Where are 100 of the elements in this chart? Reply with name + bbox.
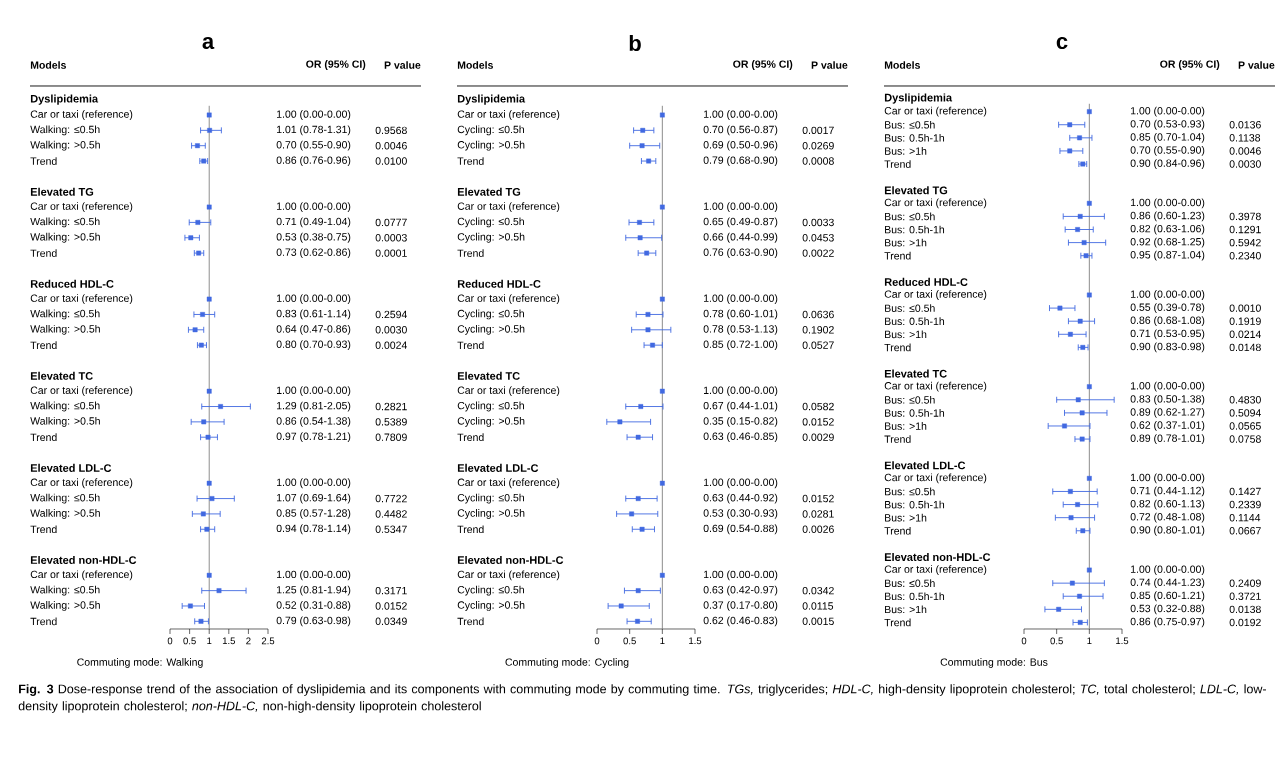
data-label: 0.83 (0.50-1.38) — [1130, 394, 1205, 405]
text: 0.0342 — [802, 586, 834, 595]
text: 0.0582 — [802, 402, 834, 411]
y-tick-label: Bus: 0.5h-1h — [885, 500, 945, 509]
data-label: 0.73 (0.62-0.86) — [276, 248, 351, 258]
text: 0.0136 — [1229, 121, 1261, 129]
data-label: 0.70 (0.53-0.93) — [1130, 119, 1205, 130]
y-tick-label: Walking: ≤0.5h — [30, 309, 100, 320]
data-label: 1.00 (0.00-0.00) — [1131, 198, 1205, 209]
text: 0.2594 — [375, 310, 407, 319]
y-tick-label: Walking: >0.5h — [30, 416, 100, 427]
y-tick-label: Trend — [884, 343, 911, 352]
text: 0.7722 — [375, 494, 407, 503]
y-tick-label: Trend — [30, 525, 57, 534]
text: 0.0046 — [1229, 147, 1261, 155]
text: 0.0281 — [802, 510, 834, 518]
y-tick-label: Trend — [884, 160, 911, 168]
data-label: 0.53 (0.38-0.75) — [276, 232, 351, 243]
y-tick-label: Trend — [30, 157, 57, 165]
y-tick-label: Cycling: >0.5h — [457, 509, 525, 519]
text: OR (95% CI) — [733, 60, 793, 70]
y-tick-label: Elevated non-HDL-C — [457, 555, 564, 564]
y-tick-label: Walking: ≤0.5h — [30, 493, 100, 504]
y-tick-label: Trend — [884, 526, 911, 535]
data-label: 0.85 (0.57-1.28) — [276, 509, 351, 519]
text: OR (95% CI) — [1160, 60, 1220, 70]
data-label: 0.83 (0.61-1.14) — [276, 309, 351, 320]
text: 0.0453 — [802, 234, 834, 242]
text: 0.4482 — [375, 510, 407, 518]
data-label: 0.97 (0.78-1.21) — [276, 432, 351, 443]
text: 0.0152 — [802, 418, 834, 426]
y-tick-label: Cycling: >0.5h — [457, 324, 525, 335]
text: 0.2339 — [1229, 500, 1261, 509]
data-label: 1.00 (0.00-0.00) — [704, 202, 778, 212]
text: 0.0030 — [375, 326, 407, 334]
y-tick-label: Car or taxi (reference) — [457, 202, 560, 212]
y-tick-label: Elevated TC — [457, 371, 520, 380]
text: 0.3721 — [1229, 592, 1261, 600]
y-tick-label: Trend — [30, 433, 57, 442]
y-tick-label: Bus: 0.5h-1h — [885, 409, 945, 417]
data-label: 0.89 (0.78-1.01) — [1130, 434, 1205, 444]
data-label: 0.86 (0.75-0.97) — [1130, 617, 1205, 628]
text: 0.0758 — [1229, 435, 1261, 443]
text: 0.1427 — [1229, 487, 1261, 496]
data-label: 1.00 (0.00-0.00) — [277, 110, 351, 120]
y-tick-label: Bus: 0.5h-1h — [885, 225, 945, 234]
y-tick-label: Bus: >1h — [885, 422, 927, 430]
x-tick-label: 0 — [1021, 637, 1027, 645]
data-label: 0.70 (0.55-0.90) — [276, 140, 351, 151]
text: 0.0030 — [1229, 160, 1261, 168]
data-label: 1.00 (0.00-0.00) — [1131, 565, 1205, 575]
y-tick-label: Cycling: ≤0.5h — [457, 493, 524, 504]
text: Models — [457, 61, 493, 69]
y-tick-label: Elevated LDL-C — [457, 463, 539, 472]
y-tick-label: Walking: ≤0.5h — [30, 401, 100, 412]
data-label: 0.37 (0.17-0.80) — [703, 601, 778, 611]
y-tick-label: Reduced HDL-C — [457, 279, 541, 288]
text: 0.0033 — [802, 218, 834, 227]
data-label: 0.53 (0.32-0.88) — [1130, 604, 1205, 615]
y-tick-label: Walking: >0.5h — [30, 140, 100, 151]
data-label: 0.53 (0.30-0.93) — [703, 509, 778, 519]
text: 0.5942 — [1229, 238, 1261, 247]
x-tick-label: 1.5 — [222, 637, 236, 645]
data-label: 0.82 (0.60-1.13) — [1130, 499, 1205, 510]
data-label: 0.55 (0.39-0.78) — [1130, 303, 1205, 313]
text: 0.9568 — [375, 126, 407, 135]
y-tick-label: Trend — [457, 341, 484, 350]
x-tick-label: 1 — [1087, 637, 1092, 645]
text: 0.1919 — [1229, 317, 1261, 325]
text: 0.5389 — [375, 418, 407, 426]
data-label: 0.76 (0.63-0.90) — [703, 248, 778, 258]
data-label: 1.07 (0.69-1.64) — [277, 493, 351, 504]
y-tick-label: Trend — [884, 251, 911, 260]
data-label: 0.94 (0.78-1.14) — [276, 524, 351, 535]
text: 0.3978 — [1229, 212, 1261, 221]
y-tick-label: Bus: 0.5h-1h — [885, 592, 945, 601]
data-label: 0.70 (0.56-0.87) — [703, 125, 778, 136]
data-label: 1.00 (0.00-0.00) — [704, 570, 778, 581]
data-label: 0.71 (0.53-0.95) — [1130, 329, 1205, 340]
y-tick-label: Trend — [884, 435, 911, 443]
y-tick-label: Bus: ≤0.5h — [885, 487, 935, 496]
data-label: 0.72 (0.48-1.08) — [1130, 512, 1205, 523]
data-label: 1.00 (0.00-0.00) — [1131, 106, 1205, 117]
text: 0.5347 — [375, 525, 407, 533]
y-tick-label: Bus: >1h — [885, 147, 927, 155]
y-tick-label: Elevated TC — [30, 371, 93, 380]
data-label: 1.00 (0.00-0.00) — [1131, 473, 1205, 484]
x-axis-title: Commuting mode: Bus — [940, 658, 1048, 668]
y-tick-label: Car or taxi (reference) — [884, 473, 987, 484]
text: 0.1291 — [1229, 225, 1261, 234]
y-tick-label: Cycling: ≤0.5h — [457, 585, 524, 596]
text: 0.2340 — [1229, 252, 1261, 260]
text: OR (95% CI) — [306, 60, 366, 70]
y-tick-label: Elevated LDL-C — [884, 461, 966, 470]
y-tick-label: Cycling: ≤0.5h — [457, 309, 524, 320]
data-label: 1.00 (0.00-0.00) — [277, 570, 351, 581]
y-tick-label: Car or taxi (reference) — [30, 110, 133, 120]
y-tick-label: Walking: ≤0.5h — [30, 217, 100, 228]
y-tick-label: Bus: >1h — [885, 605, 927, 614]
y-tick-label: Walking: ≤0.5h — [30, 125, 100, 136]
